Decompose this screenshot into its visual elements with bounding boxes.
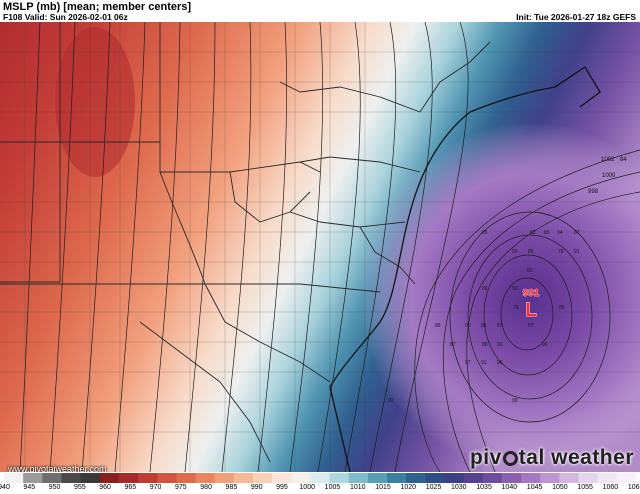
colorbar-cell — [61, 473, 82, 483]
low-pressure-area — [360, 122, 640, 472]
colorbar-cell — [387, 473, 407, 483]
brand-o-icon — [502, 451, 518, 466]
colorbar-cell — [272, 473, 292, 483]
colorbar-cell — [406, 473, 426, 483]
colorbar-cell — [578, 473, 599, 483]
valid-time: F108 Valid: Sun 2026-02-01 06z — [3, 12, 128, 22]
colorbar-cell — [348, 473, 369, 483]
member-center: 94 — [557, 230, 563, 236]
colorbar-cell — [80, 473, 101, 483]
colorbar-cell — [176, 473, 197, 483]
brand-text-right: tal weather — [518, 446, 634, 469]
colorbar-cell — [252, 473, 273, 483]
colorbar-cell — [463, 473, 484, 483]
member-center: 87 — [574, 230, 580, 236]
member-center: 78 — [558, 249, 564, 255]
low-pressure-value: 991 — [523, 288, 540, 299]
isobars — [19, 22, 640, 472]
colorbar-cell — [195, 473, 216, 483]
init-time: Init: Tue 2026-01-27 18z GEFS — [516, 12, 636, 22]
state-borders — [0, 22, 491, 463]
colorbar-cell — [616, 473, 637, 483]
member-center: 90 — [497, 342, 503, 348]
colorbar-cell — [329, 473, 350, 483]
colorbar-cell — [482, 473, 503, 483]
member-center: 96 — [542, 342, 548, 348]
colorbar-cell — [23, 473, 43, 483]
member-center: 92 — [388, 398, 394, 404]
member-center: 88 — [482, 342, 488, 348]
member-center: 85 — [528, 249, 534, 255]
northeast-coastline — [469, 66, 601, 113]
colorbar-cell — [540, 473, 560, 483]
member-center: 87 — [450, 342, 456, 348]
map-canvas: 1002 84 1000 998 85 83 85 94 87 90 85 78… — [0, 22, 640, 472]
watermark: www.pivotalweather.com — [8, 464, 107, 474]
coastline — [329, 111, 471, 472]
member-center: 00 — [512, 398, 518, 404]
member-center: 83 — [530, 230, 536, 236]
county-lines — [0, 22, 640, 472]
colorbar-cells — [4, 473, 637, 483]
member-center: 85 — [559, 305, 565, 311]
colorbar-cell — [521, 473, 541, 483]
colorbar-ticks: 940 945 950 955 960 965 970 975 980 985 990 995 1000… — [0, 484, 640, 491]
brand-logo: piv tal weather — [470, 446, 634, 470]
member-center: 90 — [512, 249, 518, 255]
colorbar-cell — [425, 473, 445, 483]
isobar-label: 998 — [588, 189, 599, 195]
colorbar-cell — [233, 473, 254, 483]
member-center: 86 — [482, 286, 488, 292]
colorbar-cell — [118, 473, 139, 483]
colorbar-cell — [4, 473, 24, 483]
member-center: 82 — [527, 268, 533, 274]
isobar-label: 84 — [620, 157, 627, 163]
brand-text-left: piv — [469, 446, 502, 469]
member-center: 87 — [528, 323, 534, 329]
colorbar: 940 945 950 955 960 965 970 975 980 985 990 995 1000… — [0, 472, 640, 494]
isobar-label: 1002 — [601, 157, 615, 163]
member-center: 85 — [482, 230, 488, 236]
colorbar-cell — [367, 473, 388, 483]
colorbar-cell — [291, 473, 311, 483]
colorbar-cell — [138, 473, 158, 483]
member-center: 90 — [497, 360, 503, 366]
isobar-label-group: 1002 84 1000 998 — [588, 157, 627, 195]
pressure-map: 1002 84 1000 998 85 83 85 94 87 90 85 78… — [0, 22, 640, 472]
colorbar-cell — [310, 473, 331, 483]
member-centers: 85 83 85 94 87 90 85 78 91 82 86 92 75 8… — [388, 230, 580, 404]
colorbar-cell — [597, 473, 618, 483]
colorbar-strip — [4, 473, 637, 483]
map-title: MSLP (mb) [mean; member centers] — [3, 1, 192, 13]
colorbar-cell — [157, 473, 177, 483]
header: MSLP (mb) [mean; member centers] F108 Va… — [0, 0, 640, 22]
lake-michigan-shade — [55, 27, 135, 177]
member-center: 85 — [544, 230, 550, 236]
isobar-label: 1000 — [602, 173, 616, 179]
member-center: 92 — [512, 286, 518, 292]
low-pressure-symbol: L — [525, 300, 537, 321]
member-center: 97 — [465, 360, 471, 366]
member-center: 91 — [574, 249, 580, 255]
member-center: 87 — [497, 323, 503, 329]
colorbar-cell — [559, 473, 580, 483]
colorbar-cell — [99, 473, 120, 483]
colorbar-cell — [42, 473, 62, 483]
colorbar-cell — [444, 473, 465, 483]
low-center-marker: 991 L — [522, 288, 540, 322]
member-center: 75 — [513, 305, 519, 311]
member-center: 86 — [481, 323, 487, 329]
colorbar-cell — [214, 473, 235, 483]
member-center: 86 — [435, 323, 441, 329]
colorbar-cell — [501, 473, 522, 483]
member-center: 90 — [465, 323, 471, 329]
member-center: 91 — [481, 360, 487, 366]
